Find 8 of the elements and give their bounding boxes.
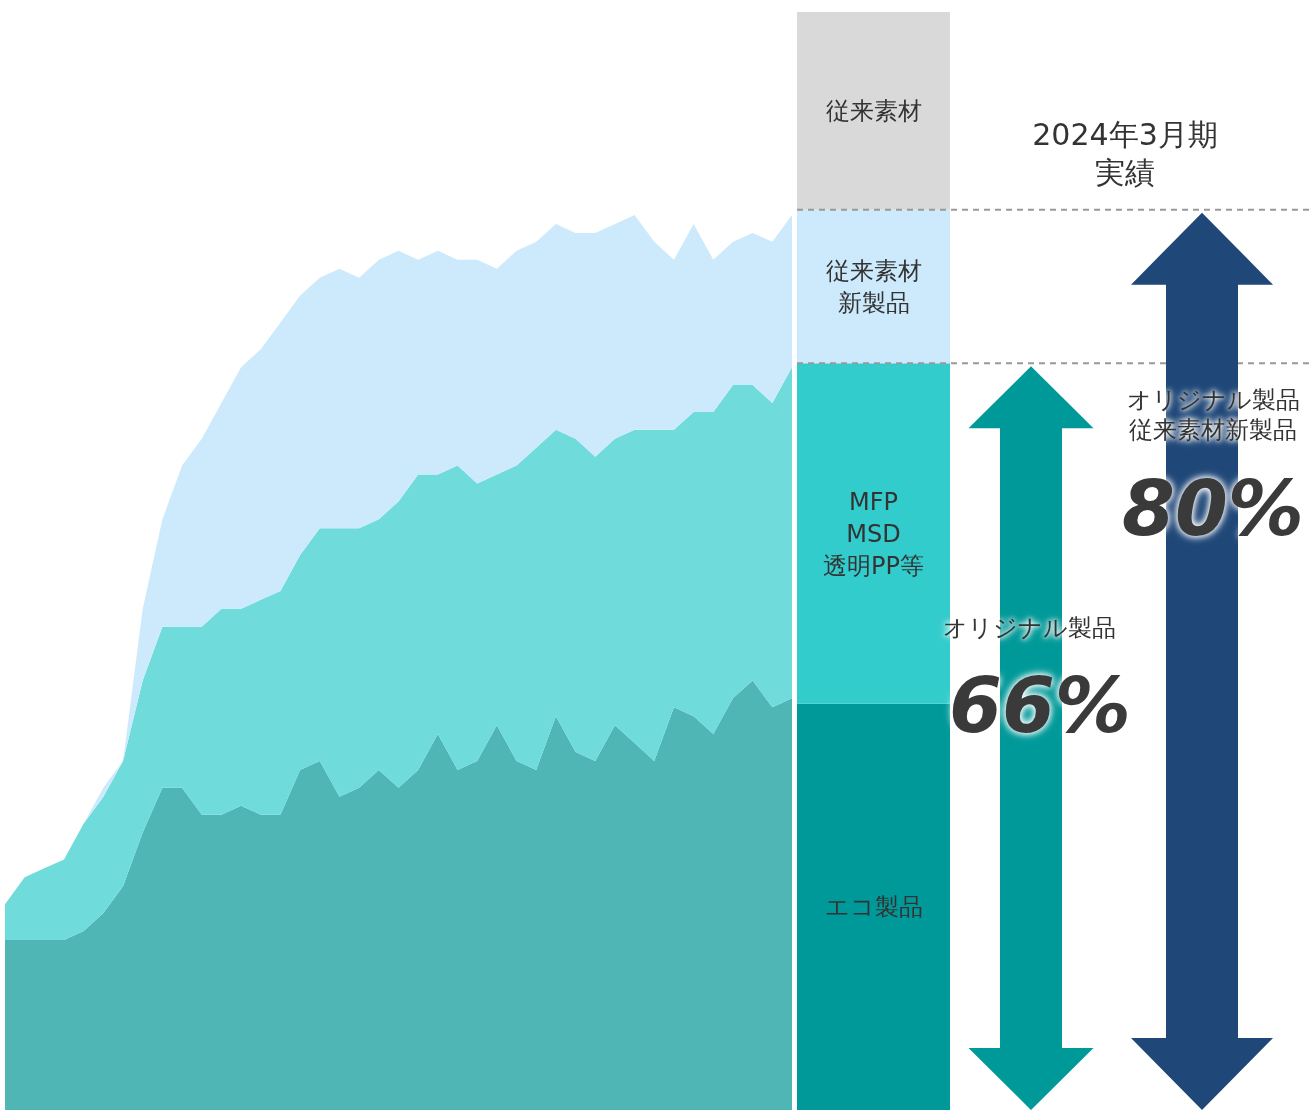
bar xyxy=(797,12,950,210)
bar xyxy=(797,703,950,1110)
series-label: 従来素材新製品 xyxy=(825,256,922,317)
series-label: 従来素材 xyxy=(825,96,922,125)
series-label: MFP MSD 透明PP等 xyxy=(823,487,924,580)
bar xyxy=(797,209,950,364)
text: 2024年3月期実績 xyxy=(1031,115,1219,191)
series-label: エコ製品 xyxy=(824,892,923,921)
